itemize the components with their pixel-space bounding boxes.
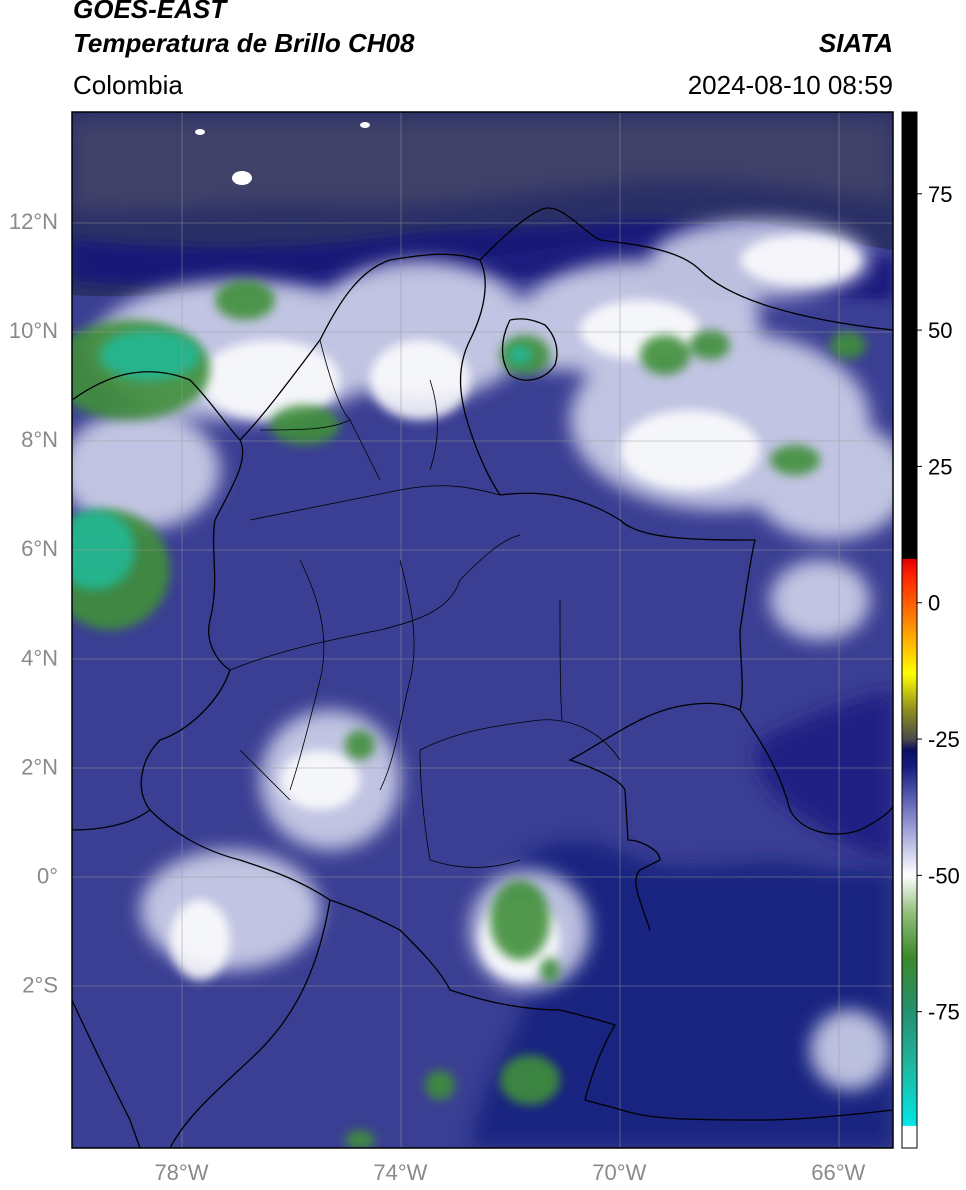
lat-tick-label: 2°N [21, 754, 58, 779]
colorbar-tick-label: 50 [928, 318, 952, 343]
lat-tick-label: 6°N [21, 536, 58, 561]
colorbar-tick-label: -50 [928, 863, 960, 888]
map-frame [71, 111, 894, 1149]
colorbar-frame [901, 111, 918, 1149]
lon-tick-label: 66°W [811, 1160, 865, 1185]
caribbean-warm-haze [72, 120, 893, 212]
colorbar-tick-label: 75 [928, 182, 952, 207]
country-borders [72, 207, 893, 1148]
lon-tick-label: 74°W [373, 1160, 427, 1185]
region-label: Colombia [73, 70, 183, 100]
north-overshoots [195, 122, 370, 185]
colorbar-tick-labels: 75 50 25 0 -25 -50 -75 [917, 182, 960, 1025]
lat-tick-label: 12°N [9, 209, 58, 234]
colorbar-tick-label: 0 [928, 591, 940, 616]
bright-clouds [170, 235, 860, 980]
colorbar: 75 50 25 0 -25 -50 -75 [901, 111, 960, 1149]
colorbar-ramp [902, 112, 917, 1148]
lon-tick-label: 70°W [592, 1160, 646, 1185]
lat-tick-label: 10°N [9, 318, 58, 343]
brand-label: SIATA [818, 28, 893, 58]
department-borders [229, 339, 621, 868]
latitude-tick-labels: 12°N 10°N 8°N 6°N 4°N 2°N 0° 2°S [9, 209, 58, 997]
deep-band-east [756, 690, 893, 860]
timestamp-label: 2024-08-10 08:59 [687, 70, 893, 100]
lat-tick-label: 0° [37, 863, 58, 888]
longitude-tick-labels: 78°W 74°W 70°W 66°W [154, 1160, 865, 1185]
lat-tick-label: 2°S [22, 972, 58, 997]
lat-tick-label: 4°N [21, 645, 58, 670]
graticule [72, 112, 893, 1148]
colorbar-tick-label: 25 [928, 454, 952, 479]
colorbar-tick-label: -75 [928, 1000, 960, 1025]
colorbar-tick-label: -25 [928, 727, 960, 752]
lat-tick-label: 8°N [21, 427, 58, 452]
lon-tick-label: 78°W [154, 1160, 208, 1185]
satellite-imagery [72, 112, 893, 1148]
satellite-title: GOES-EAST [73, 0, 227, 24]
product-title: Temperatura de Brillo CH08 [73, 28, 415, 58]
